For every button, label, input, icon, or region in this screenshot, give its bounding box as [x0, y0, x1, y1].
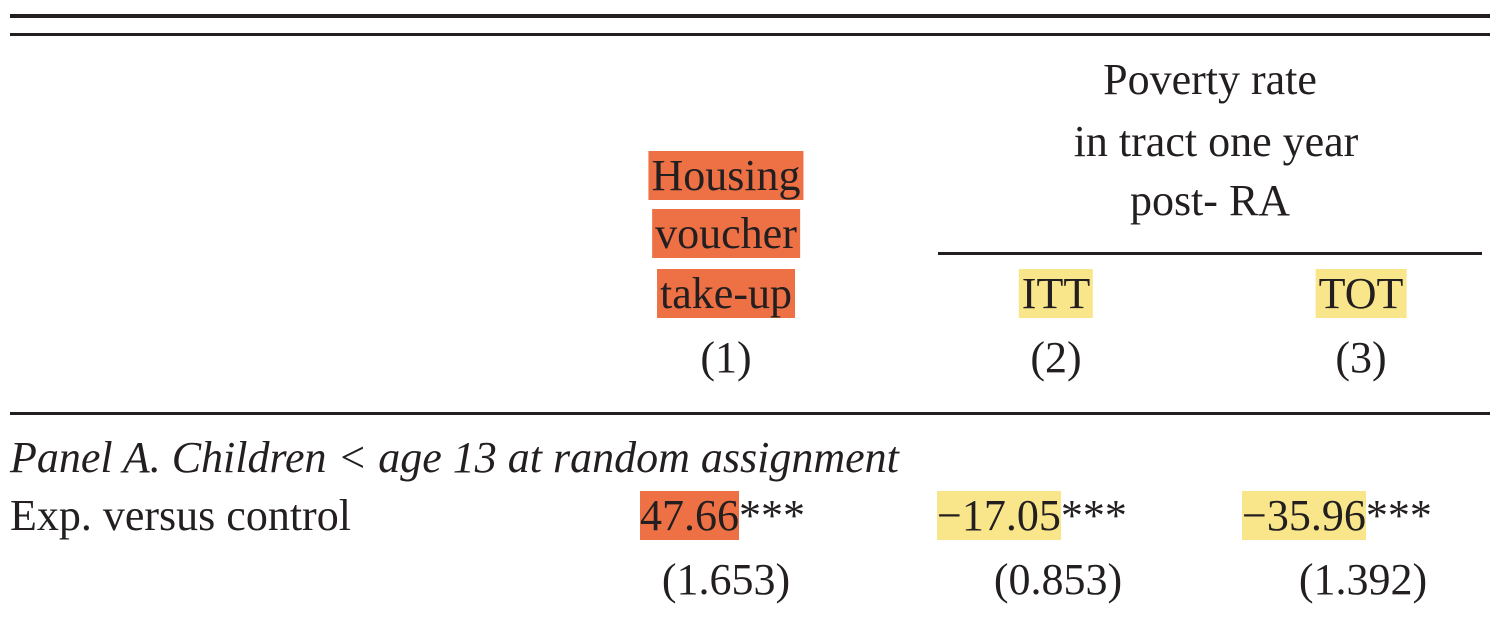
column-3-header: TOT: [1315, 269, 1407, 318]
column-3-number: (3): [1335, 333, 1387, 382]
table-cell-se-col-3: (1.392): [1298, 555, 1428, 604]
column-1-header-line-2: voucher: [652, 209, 800, 258]
significance-stars: ***: [739, 491, 805, 540]
column-1-header-line-3: take-up: [657, 269, 795, 318]
table-cell-se-col-2: (0.853): [993, 555, 1123, 604]
group-header-line-1: Poverty rate: [1103, 55, 1317, 104]
group-header-line-2: in tract one year: [1073, 117, 1359, 166]
group-header-line-3: post- RA: [1129, 176, 1291, 225]
highlight-yellow: −35.96: [1242, 491, 1366, 540]
panel-a-title: Panel A. Children < age 13 at random ass…: [10, 433, 899, 482]
table-top-rule-outer: [10, 14, 1490, 18]
column-2-number: (2): [1030, 333, 1082, 382]
highlight-orange: 47.66: [640, 491, 739, 540]
column-1-header-line-1: Housing: [648, 151, 804, 200]
highlight-orange: voucher: [652, 209, 800, 258]
row-label: Exp. versus control: [10, 491, 351, 540]
highlight-yellow: TOT: [1315, 269, 1407, 318]
table-top-rule-inner: [10, 33, 1490, 36]
table-cell-estimate-col-3: −35.96***: [1242, 491, 1432, 540]
group-header-span-rule: [938, 252, 1482, 255]
highlight-orange: take-up: [657, 269, 795, 318]
table-cell-estimate-col-1: 47.66***: [640, 491, 805, 540]
header-body-rule: [10, 412, 1490, 415]
highlight-yellow: ITT: [1018, 269, 1094, 318]
highlight-orange: Housing: [648, 151, 804, 200]
significance-stars: ***: [1060, 491, 1127, 540]
column-1-number: (1): [700, 333, 752, 382]
highlight-yellow: −17.05: [937, 491, 1061, 540]
table-cell-estimate-col-2: −17.05***: [937, 491, 1127, 540]
significance-stars: ***: [1365, 491, 1432, 540]
table-cell-se-col-1: (1.653): [661, 555, 791, 604]
column-2-header: ITT: [1018, 269, 1094, 318]
